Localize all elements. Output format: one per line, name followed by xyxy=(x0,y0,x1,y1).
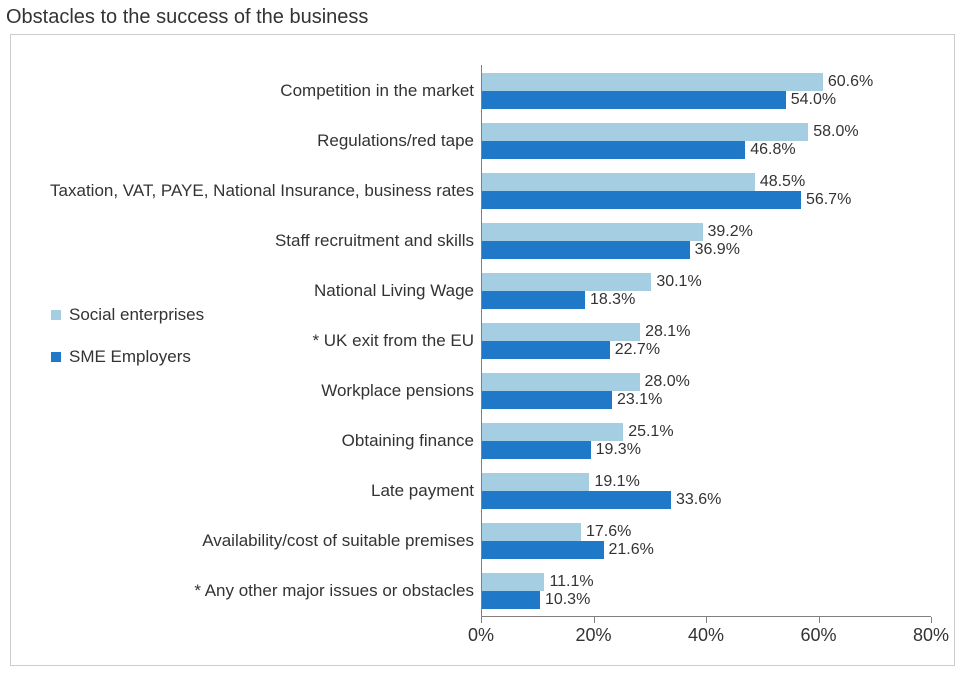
x-tick-label: 80% xyxy=(913,625,949,646)
bar-social xyxy=(482,223,703,241)
chart-frame: Social enterprises SME Employers 0% 20% 40… xyxy=(10,34,955,666)
value-label-social: 60.6% xyxy=(828,73,873,91)
value-label-sme: 10.3% xyxy=(545,591,590,609)
bar-social xyxy=(482,173,755,191)
value-label-social: 28.1% xyxy=(645,323,690,341)
x-tick-label: 60% xyxy=(800,625,836,646)
value-label-sme: 46.8% xyxy=(750,141,795,159)
bar-sme xyxy=(482,191,801,209)
bar-sme xyxy=(482,491,671,509)
bar-sme xyxy=(482,241,690,259)
category-label: * UK exit from the EU xyxy=(312,331,474,351)
category-label: Regulations/red tape xyxy=(317,131,474,151)
x-tick xyxy=(706,617,707,623)
bar-social xyxy=(482,523,581,541)
value-label-social: 28.0% xyxy=(645,373,690,391)
value-label-sme: 23.1% xyxy=(617,391,662,409)
value-label-social: 58.0% xyxy=(813,123,858,141)
bar-sme xyxy=(482,141,745,159)
bar-sme xyxy=(482,291,585,309)
legend-label-sme: SME Employers xyxy=(69,347,191,367)
bar-social xyxy=(482,123,808,141)
bar-social xyxy=(482,423,623,441)
value-label-sme: 22.7% xyxy=(615,341,660,359)
category-label: Obtaining finance xyxy=(342,431,474,451)
value-label-social: 19.1% xyxy=(594,473,639,491)
legend-item-social: Social enterprises xyxy=(51,305,204,325)
value-label-social: 30.1% xyxy=(656,273,701,291)
x-tick xyxy=(594,617,595,623)
category-label: Staff recruitment and skills xyxy=(275,231,474,251)
bar-social xyxy=(482,273,651,291)
bar-sme xyxy=(482,541,604,559)
x-tick-label: 20% xyxy=(575,625,611,646)
value-label-sme: 54.0% xyxy=(791,91,836,109)
x-tick xyxy=(819,617,820,623)
bar-social xyxy=(482,473,589,491)
bar-social xyxy=(482,73,823,91)
x-tick xyxy=(931,617,932,623)
value-label-social: 39.2% xyxy=(708,223,753,241)
bar-sme xyxy=(482,591,540,609)
category-label: Availability/cost of suitable premises xyxy=(202,531,474,551)
bar-sme xyxy=(482,441,591,459)
value-label-social: 25.1% xyxy=(628,423,673,441)
bar-sme xyxy=(482,91,786,109)
category-label: * Any other major issues or obstacles xyxy=(194,581,474,601)
value-label-sme: 19.3% xyxy=(596,441,641,459)
value-label-sme: 33.6% xyxy=(676,491,721,509)
category-label: National Living Wage xyxy=(314,281,474,301)
legend-swatch-social xyxy=(51,310,61,320)
chart-title: Obstacles to the success of the business xyxy=(0,0,965,33)
value-label-social: 17.6% xyxy=(586,523,631,541)
value-label-sme: 18.3% xyxy=(590,291,635,309)
value-label-sme: 36.9% xyxy=(695,241,740,259)
legend-label-social: Social enterprises xyxy=(69,305,204,325)
category-label: Competition in the market xyxy=(280,81,474,101)
bar-social xyxy=(482,573,544,591)
value-label-sme: 21.6% xyxy=(609,541,654,559)
category-label: Workplace pensions xyxy=(321,381,474,401)
legend-swatch-sme xyxy=(51,352,61,362)
bar-sme xyxy=(482,391,612,409)
x-tick xyxy=(481,617,482,623)
value-label-social: 11.1% xyxy=(549,573,593,591)
bar-sme xyxy=(482,341,610,359)
bar-social xyxy=(482,323,640,341)
category-label: Taxation, VAT, PAYE, National Insurance,… xyxy=(50,181,474,201)
plot-area: 0%20%40%60%80%60.6%54.0%58.0%46.8%48.5%5… xyxy=(481,65,931,617)
bar-social xyxy=(482,373,640,391)
value-label-sme: 56.7% xyxy=(806,191,851,209)
x-tick-label: 40% xyxy=(688,625,724,646)
legend-item-sme: SME Employers xyxy=(51,347,204,367)
x-tick-label: 0% xyxy=(468,625,494,646)
value-label-social: 48.5% xyxy=(760,173,805,191)
legend: Social enterprises SME Employers xyxy=(51,305,204,389)
category-label: Late payment xyxy=(371,481,474,501)
